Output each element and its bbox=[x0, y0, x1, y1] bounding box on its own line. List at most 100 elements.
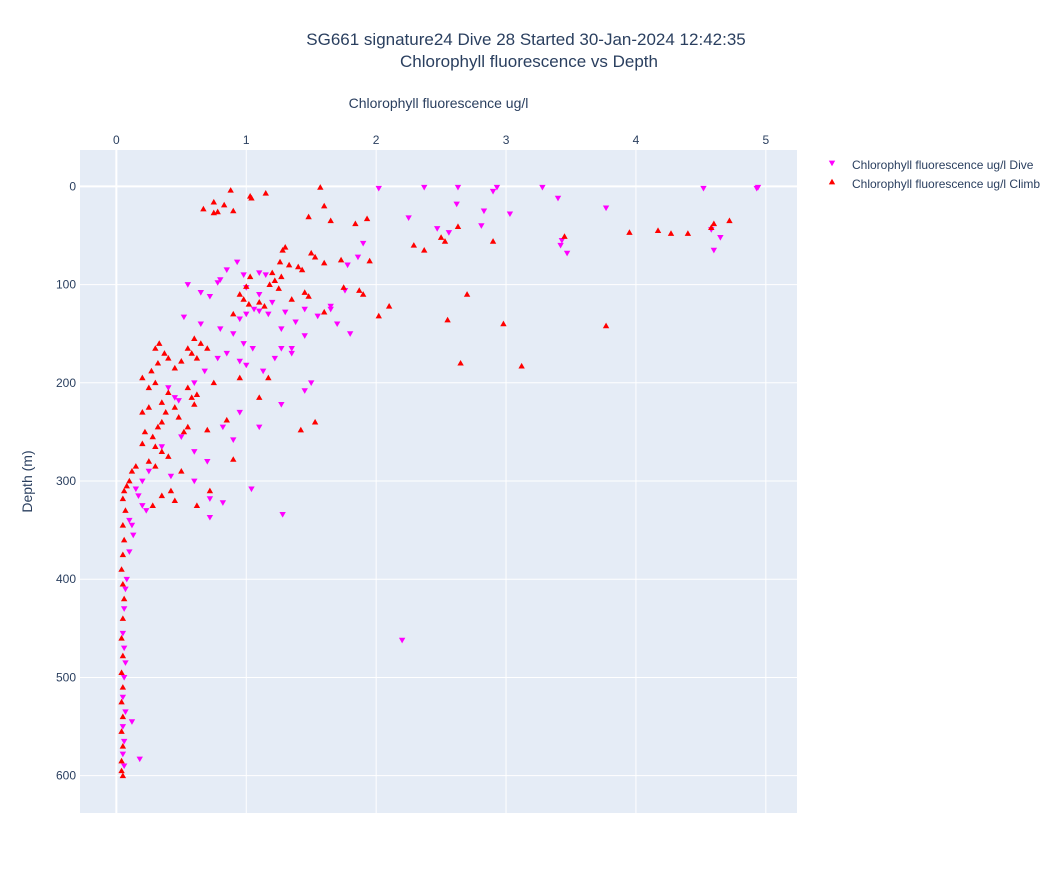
data-point bbox=[178, 467, 185, 474]
data-point bbox=[301, 306, 308, 313]
data-point bbox=[214, 208, 221, 215]
data-point bbox=[230, 331, 237, 337]
data-point bbox=[405, 215, 412, 221]
data-point bbox=[269, 299, 276, 306]
x-tick-label: 2 bbox=[373, 133, 380, 147]
data-point bbox=[708, 224, 715, 230]
data-point bbox=[518, 362, 525, 369]
data-point bbox=[119, 694, 127, 701]
data-point bbox=[710, 247, 718, 254]
data-point bbox=[278, 346, 285, 352]
data-point bbox=[726, 217, 733, 224]
data-point bbox=[118, 728, 125, 734]
data-point bbox=[236, 409, 243, 416]
data-point bbox=[248, 194, 255, 201]
data-point bbox=[243, 311, 250, 318]
data-point bbox=[152, 443, 159, 450]
data-point bbox=[311, 253, 319, 260]
data-point bbox=[626, 229, 633, 235]
data-point bbox=[139, 503, 146, 509]
data-point bbox=[506, 211, 514, 218]
data-point bbox=[118, 757, 125, 764]
x-tick-label: 1 bbox=[243, 133, 250, 147]
data-point bbox=[188, 394, 195, 400]
data-point bbox=[219, 424, 227, 431]
data-point bbox=[248, 486, 255, 493]
data-point bbox=[602, 322, 610, 329]
data-point bbox=[118, 669, 125, 675]
data-point bbox=[141, 428, 149, 435]
data-point bbox=[421, 184, 428, 191]
data-point bbox=[158, 492, 166, 499]
data-point bbox=[188, 350, 195, 356]
series-0 bbox=[119, 184, 762, 770]
data-point bbox=[201, 368, 208, 375]
data-point bbox=[561, 233, 568, 239]
data-point bbox=[311, 418, 319, 425]
data-point bbox=[118, 767, 125, 774]
data-point bbox=[128, 522, 136, 529]
data-point bbox=[126, 549, 133, 555]
data-point bbox=[191, 335, 198, 341]
data-point bbox=[230, 310, 237, 317]
data-point bbox=[301, 333, 308, 339]
data-point bbox=[256, 291, 263, 298]
data-point bbox=[654, 227, 662, 233]
data-point bbox=[180, 428, 188, 435]
data-point bbox=[206, 496, 214, 502]
data-point bbox=[120, 606, 128, 612]
data-point bbox=[128, 719, 136, 725]
data-point bbox=[191, 401, 198, 407]
data-point bbox=[454, 223, 462, 230]
data-point bbox=[320, 259, 328, 266]
data-point bbox=[120, 536, 128, 543]
legend-item-dive[interactable]: Chlorophyll fluorescence ug/l Dive bbox=[828, 158, 1034, 172]
data-point bbox=[410, 242, 418, 248]
data-point bbox=[165, 385, 172, 391]
data-point bbox=[158, 418, 166, 425]
data-point bbox=[288, 350, 295, 357]
chart-title-line2: Chlorophyll fluorescence vs Depth bbox=[400, 52, 658, 71]
data-point bbox=[275, 285, 282, 291]
data-point bbox=[154, 423, 162, 430]
data-point bbox=[165, 389, 172, 396]
data-point bbox=[327, 303, 334, 310]
data-point bbox=[204, 458, 211, 465]
data-point bbox=[118, 566, 125, 572]
data-point bbox=[493, 184, 501, 191]
data-point bbox=[385, 302, 393, 309]
data-point bbox=[204, 345, 211, 351]
data-point bbox=[437, 234, 445, 240]
data-point bbox=[162, 409, 169, 415]
data-point bbox=[120, 763, 128, 770]
data-point bbox=[363, 215, 371, 222]
data-point bbox=[120, 487, 128, 494]
data-point bbox=[119, 652, 127, 659]
data-point bbox=[191, 449, 198, 455]
data-point bbox=[139, 374, 146, 381]
data-point bbox=[240, 341, 247, 347]
data-point bbox=[710, 220, 718, 227]
data-point bbox=[119, 495, 127, 502]
tick-labels: 0 1 2 3 4 5 0 100 200 300 400 500 600 bbox=[56, 133, 770, 783]
data-point bbox=[717, 235, 724, 241]
x-tick-label: 3 bbox=[503, 133, 510, 147]
data-point bbox=[262, 272, 269, 278]
data-point bbox=[148, 367, 155, 374]
data-point bbox=[126, 517, 133, 524]
data-point bbox=[346, 331, 354, 337]
data-point bbox=[122, 507, 129, 513]
y-tick-label: 600 bbox=[56, 769, 76, 783]
grid bbox=[80, 150, 797, 813]
data-point bbox=[230, 437, 237, 443]
data-point bbox=[206, 514, 214, 521]
data-point bbox=[337, 256, 345, 263]
legend-item-climb[interactable]: Chlorophyll fluorescence ug/l Climb bbox=[828, 177, 1041, 191]
data-point bbox=[366, 257, 373, 264]
data-point bbox=[453, 201, 460, 208]
data-point bbox=[308, 380, 315, 386]
data-point bbox=[344, 262, 351, 269]
data-point bbox=[236, 316, 243, 323]
data-point bbox=[123, 482, 130, 489]
data-point bbox=[359, 240, 367, 247]
